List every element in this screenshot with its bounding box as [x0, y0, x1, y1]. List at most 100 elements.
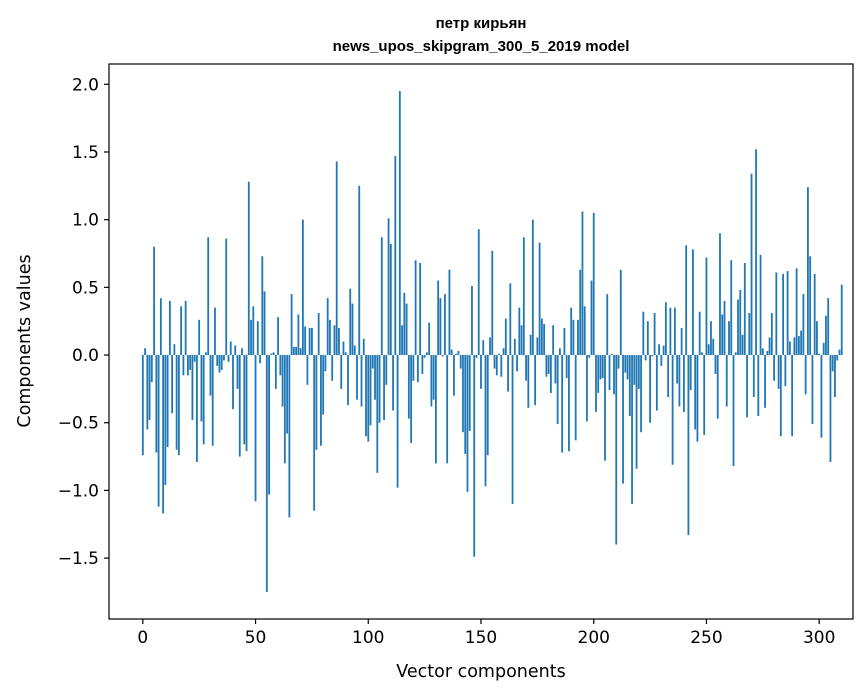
bar-component-304	[827, 298, 829, 355]
bar-component-38	[228, 355, 230, 362]
bar-component-200	[593, 213, 595, 355]
bar-component-85	[334, 325, 336, 355]
bar-component-125	[424, 355, 426, 358]
bar-component-242	[688, 355, 690, 535]
bar-component-116	[403, 293, 405, 355]
bar-component-40	[232, 355, 234, 409]
bar-component-207	[609, 355, 611, 390]
bar-component-270	[751, 174, 753, 355]
bar-component-17	[180, 306, 182, 355]
bar-component-159	[500, 355, 502, 377]
x-tick-label: 50	[245, 628, 267, 648]
bar-component-60	[277, 317, 279, 355]
bar-component-294	[805, 355, 807, 394]
bar-component-49	[252, 306, 254, 355]
bar-component-190	[570, 308, 572, 355]
bar-component-52	[259, 355, 261, 363]
bar-component-51	[257, 321, 259, 355]
bar-component-151	[482, 340, 484, 355]
bar-component-63	[284, 355, 286, 463]
bar-component-226	[651, 355, 653, 356]
bar-component-1	[144, 348, 146, 355]
bar-component-54	[264, 291, 266, 355]
bar-component-239	[681, 328, 683, 355]
bar-component-21	[189, 355, 191, 370]
bar-component-210	[615, 355, 617, 545]
bar-component-129	[433, 355, 435, 400]
bar-component-173	[532, 220, 534, 355]
x-tick-label: 200	[578, 628, 610, 648]
bar-component-189	[568, 355, 570, 451]
bar-component-130	[435, 355, 437, 463]
bar-component-213	[622, 355, 624, 484]
bar-component-258	[724, 301, 726, 355]
bar-component-23	[194, 355, 196, 362]
bar-component-184	[557, 355, 559, 424]
bar-component-196	[584, 306, 586, 355]
bar-component-292	[800, 331, 802, 355]
bar-component-62	[282, 355, 284, 406]
bar-component-39	[230, 342, 232, 356]
bar-component-89	[343, 342, 345, 356]
bar-component-175	[536, 337, 538, 355]
bar-component-299	[816, 321, 818, 355]
bar-component-66	[291, 294, 293, 355]
bar-component-95	[356, 355, 358, 400]
bar-component-273	[757, 355, 759, 416]
bar-component-187	[564, 328, 566, 355]
bar-component-75	[311, 328, 313, 355]
bar-component-224	[647, 321, 649, 355]
bar-component-170	[525, 355, 527, 381]
bar-component-165	[514, 339, 516, 355]
x-tick-label: 100	[352, 628, 384, 648]
bar-component-70	[300, 348, 302, 355]
bar-component-126	[426, 352, 428, 355]
bar-component-223	[645, 355, 647, 360]
bar-component-221	[640, 355, 642, 432]
bar-component-122	[417, 355, 419, 382]
bar-component-205	[604, 355, 606, 461]
bar-component-16	[178, 355, 180, 455]
y-tick-label: 0.5	[72, 278, 99, 298]
bar-component-81	[325, 355, 327, 371]
bar-component-147	[473, 355, 475, 557]
bar-component-58	[273, 352, 275, 355]
y-tick-label: 1.5	[72, 143, 99, 163]
bar-component-172	[530, 335, 532, 355]
bar-component-82	[327, 298, 329, 355]
bar-component-118	[408, 355, 410, 419]
bar-component-132	[440, 298, 442, 355]
bar-component-55	[266, 355, 268, 592]
y-tick-label: 1.0	[72, 211, 99, 231]
bar-component-144	[467, 355, 469, 492]
bar-component-176	[539, 243, 541, 355]
bar-component-257	[721, 314, 723, 355]
bar-component-177	[541, 318, 543, 355]
bar-component-29	[207, 237, 209, 355]
bar-component-47	[248, 182, 250, 355]
bar-component-268	[746, 355, 748, 417]
bar-component-182	[552, 325, 554, 355]
bar-component-24	[196, 355, 198, 462]
bar-component-8	[160, 298, 162, 355]
bar-component-256	[719, 233, 721, 355]
bar-component-310	[841, 285, 843, 355]
bar-component-232	[665, 302, 667, 355]
bar-component-139	[455, 354, 457, 355]
bar-component-34	[219, 355, 221, 373]
bar-component-164	[512, 355, 514, 504]
bar-component-68	[295, 347, 297, 355]
bar-component-37	[225, 239, 227, 355]
bar-component-105	[379, 355, 381, 423]
bar-component-208	[611, 354, 613, 355]
bar-component-251	[708, 344, 710, 355]
bar-component-158	[498, 354, 500, 355]
bar-component-73	[307, 355, 309, 385]
bar-component-124	[421, 355, 423, 374]
bar-component-93	[352, 304, 354, 355]
bar-component-112	[394, 156, 396, 355]
bar-component-90	[345, 352, 347, 355]
y-tick-label: −1.0	[58, 481, 99, 501]
bar-component-7	[158, 355, 160, 507]
bar-component-31	[212, 355, 214, 446]
